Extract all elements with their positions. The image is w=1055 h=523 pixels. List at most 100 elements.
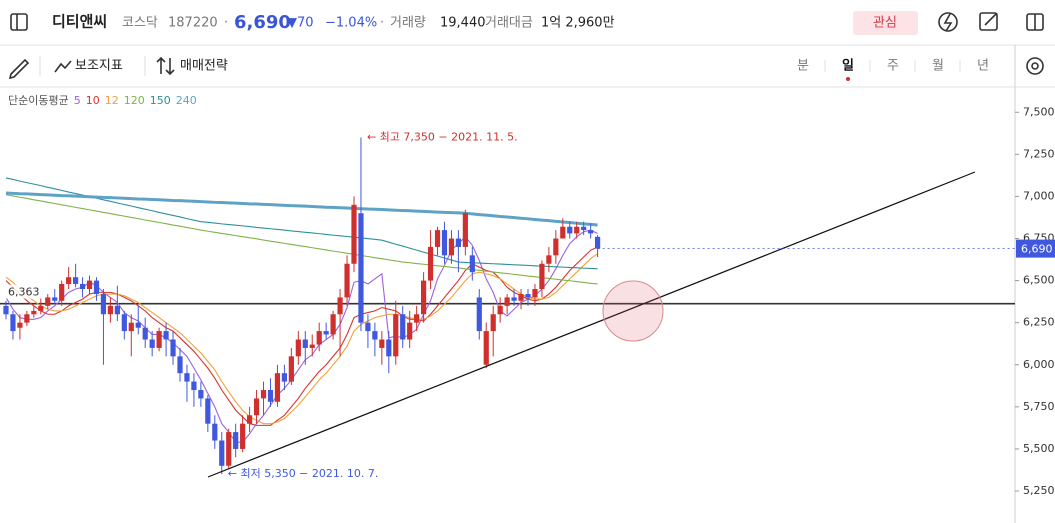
legend-entry: 240 bbox=[176, 94, 197, 107]
candle-body bbox=[52, 297, 58, 301]
candle-body bbox=[546, 255, 552, 264]
candle-body bbox=[59, 283, 65, 301]
panel-icon[interactable] bbox=[1026, 13, 1044, 31]
candle-body bbox=[372, 331, 378, 340]
candle-body bbox=[588, 230, 594, 234]
candle-body bbox=[497, 305, 503, 315]
candle-body bbox=[504, 297, 510, 306]
candle-body bbox=[574, 226, 580, 234]
highlight-circle bbox=[602, 280, 664, 342]
y-tick-label: 7,000 bbox=[1023, 189, 1055, 202]
indicator-label[interactable]: 보조지표 bbox=[75, 59, 123, 74]
candle-body bbox=[31, 310, 37, 315]
y-tick-label: 7,250 bbox=[1023, 147, 1055, 160]
candle-body bbox=[142, 327, 148, 340]
candle-body bbox=[17, 322, 23, 328]
candle-body bbox=[38, 305, 44, 311]
candle-body bbox=[344, 263, 350, 298]
candle-body bbox=[309, 344, 315, 348]
candle-body bbox=[100, 294, 107, 315]
candle-body bbox=[553, 238, 559, 256]
legend-entry: 120 bbox=[124, 94, 145, 107]
strategy-label[interactable]: 매매전략 bbox=[180, 59, 228, 74]
candle-body bbox=[45, 297, 51, 306]
indicator-button[interactable]: 보조지표 bbox=[54, 59, 123, 74]
candle-body bbox=[156, 331, 162, 348]
moving-average bbox=[5, 177, 598, 270]
candle-body bbox=[316, 331, 322, 345]
volume-label: 거래량 bbox=[390, 16, 426, 31]
legend-entry: 10 bbox=[86, 94, 100, 107]
candle-body bbox=[483, 331, 489, 365]
candle-body bbox=[337, 297, 343, 315]
active-dot bbox=[846, 77, 850, 81]
legend-entry: 5 bbox=[74, 94, 81, 107]
candle-body bbox=[226, 432, 232, 466]
candle-body bbox=[149, 339, 155, 348]
candle-body bbox=[427, 246, 434, 281]
draw-tool[interactable] bbox=[8, 58, 30, 80]
candle-body bbox=[135, 322, 141, 328]
candle-body bbox=[490, 314, 496, 332]
candle-body bbox=[441, 230, 448, 256]
y-tick-label: 6,500 bbox=[1023, 274, 1055, 287]
candle-body bbox=[163, 331, 169, 340]
low-annotation: ← 최저 5,350 − 2021. 10. 7. bbox=[228, 467, 379, 480]
period-tab[interactable]: 분 bbox=[797, 59, 809, 74]
y-tick-label: 7,500 bbox=[1023, 105, 1055, 118]
trend-line bbox=[207, 171, 976, 478]
period-tab[interactable]: 주 bbox=[887, 59, 899, 74]
candle-body bbox=[233, 432, 239, 449]
change: ▼70 bbox=[287, 16, 314, 31]
volume: 19,440 bbox=[440, 16, 486, 31]
candle-body bbox=[532, 289, 538, 298]
flash-icon[interactable] bbox=[938, 12, 958, 32]
candle-body bbox=[198, 390, 204, 399]
candle-body bbox=[114, 305, 120, 315]
moving-average bbox=[5, 194, 598, 285]
y-tick-label: 5,500 bbox=[1023, 442, 1055, 455]
period-tab[interactable]: 년 bbox=[977, 59, 989, 74]
candle-body bbox=[10, 314, 16, 332]
stock-code: 187220 bbox=[168, 16, 218, 31]
edit-icon[interactable] bbox=[979, 12, 998, 31]
candle-body bbox=[581, 226, 587, 231]
candle-body bbox=[414, 314, 420, 323]
candle-body bbox=[205, 398, 211, 424]
sidebar-toggle[interactable] bbox=[10, 13, 28, 31]
separator: · bbox=[224, 16, 228, 31]
candle-body bbox=[295, 339, 301, 357]
period-tab[interactable]: 월 bbox=[932, 59, 944, 74]
candle-body bbox=[274, 373, 281, 402]
candle-body bbox=[518, 294, 524, 301]
candle-body bbox=[393, 314, 399, 357]
candle-body bbox=[330, 314, 336, 335]
candle-body bbox=[386, 339, 392, 357]
candle-body bbox=[24, 314, 30, 323]
candle-body bbox=[219, 440, 225, 466]
price: 6,690 bbox=[234, 12, 291, 33]
candle-body bbox=[177, 356, 183, 374]
amount-label: 거래대금 bbox=[485, 16, 533, 31]
candle-body bbox=[184, 373, 190, 382]
y-tick-label: 5,250 bbox=[1023, 484, 1055, 497]
candle-body bbox=[539, 263, 545, 290]
candle-body bbox=[170, 339, 176, 357]
watch-button[interactable]: 관심 bbox=[853, 11, 918, 35]
change-pct: −1.04% bbox=[325, 16, 377, 31]
candle-body bbox=[323, 331, 329, 335]
watch-button-label[interactable]: 관심 bbox=[873, 16, 897, 31]
candle-body bbox=[93, 280, 100, 295]
period-tab[interactable]: 일 bbox=[842, 59, 854, 74]
plot: 5,2505,5005,7506,0006,2506,5006,7507,000… bbox=[0, 105, 1055, 497]
candle-body bbox=[560, 226, 566, 239]
strategy-button[interactable]: 매매전략 bbox=[156, 56, 228, 76]
candle-body bbox=[3, 305, 9, 315]
candle-body bbox=[476, 297, 482, 332]
candle-body bbox=[421, 280, 427, 315]
settings-icon[interactable] bbox=[1026, 57, 1044, 75]
